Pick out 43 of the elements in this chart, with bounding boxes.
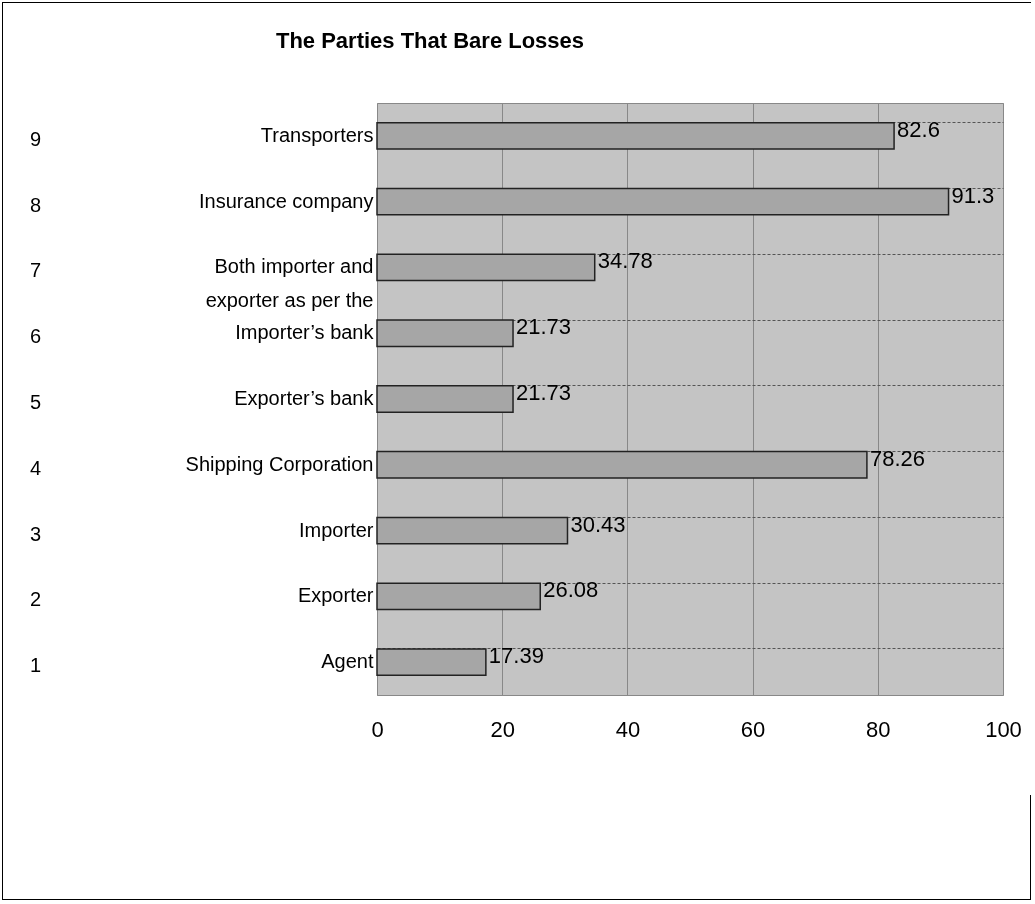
- bar: [376, 187, 950, 216]
- data-label: 21.73: [516, 380, 572, 405]
- text: 7: [30, 259, 42, 282]
- text: 1: [30, 654, 42, 677]
- data-label: 17.39: [488, 643, 544, 669]
- bar: [376, 516, 569, 545]
- data-label: 82.6: [897, 116, 940, 142]
- text: 6: [30, 325, 42, 348]
- data-label: 21.73: [516, 314, 572, 340]
- data-label: 78.26: [869, 445, 925, 471]
- text: 3: [30, 522, 42, 545]
- bar: [376, 253, 596, 282]
- x-tick-label: 80: [866, 716, 891, 742]
- y-tick-label: Transporters: [260, 123, 374, 146]
- bar: [376, 385, 514, 413]
- text: 8: [30, 193, 42, 216]
- y-tick-label: Insurance company: [198, 189, 374, 212]
- text: 9: [30, 127, 42, 150]
- text: 5: [30, 391, 42, 413]
- data-label: 26.08: [543, 577, 599, 603]
- chart-title: The Parties That Bare Losses: [275, 28, 585, 53]
- x-tick-label: 20: [490, 716, 515, 742]
- y-tick-label: Importer’s bank: [235, 321, 375, 344]
- bar: [376, 319, 514, 348]
- x-tick-label: 100: [985, 716, 1022, 742]
- y-tick-label: Exporter’s bank: [234, 387, 375, 409]
- text: 4: [30, 456, 42, 479]
- text: 2: [30, 588, 42, 611]
- bar: [376, 582, 542, 611]
- y-tick-label: Shipping Corporation: [185, 452, 374, 475]
- data-label: 34.78: [597, 248, 653, 274]
- data-label: 30.43: [570, 511, 626, 537]
- x-tick-label: 0: [371, 716, 384, 742]
- bar: [376, 648, 487, 677]
- y-tick-label: Importer: [299, 518, 374, 541]
- bar: [376, 121, 895, 150]
- x-tick-label: 60: [740, 716, 766, 742]
- y-tick-label: Agent: [321, 650, 374, 673]
- bar: [376, 450, 868, 479]
- y-tick-label: Exporter: [297, 584, 374, 607]
- data-label: 91.3: [951, 182, 995, 208]
- y-tick-label: Both importer and exporter as per the: [205, 255, 374, 312]
- x-tick-label: 40: [615, 716, 641, 742]
